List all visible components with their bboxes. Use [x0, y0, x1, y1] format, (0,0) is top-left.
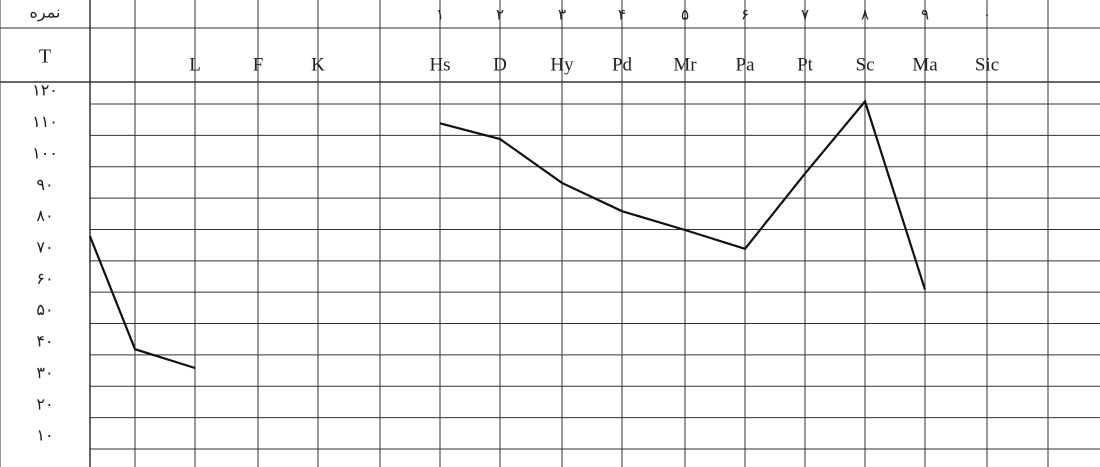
scale-number: ۹	[921, 7, 929, 23]
y-tick-label: ۲۰	[36, 396, 53, 413]
series-line	[439, 99, 927, 290]
x-tick-label: Sic	[975, 54, 999, 75]
scale-number: ۷	[801, 7, 809, 23]
scale-number: ۴	[618, 7, 626, 23]
y-tick-label: ۷۰	[36, 239, 53, 256]
y-tick-label: ۱۱۰	[32, 114, 58, 131]
y-tick-label: ۱۲۰	[32, 83, 58, 100]
y-tick-label: ۹۰	[36, 177, 53, 194]
y-tick-label: ۸۰	[36, 208, 53, 225]
scale-number: ۳	[558, 7, 566, 23]
y-tick-label: ۵۰	[36, 302, 53, 319]
y-tick-label: ۱۰۰	[32, 145, 58, 162]
y-tick-label: ۴۰	[36, 334, 53, 351]
y-label: T	[39, 46, 51, 68]
scale-number: ۸	[861, 7, 869, 23]
x-tick-label: Hs	[429, 54, 450, 75]
scale-number: ۵	[681, 7, 689, 23]
scale-number: ۱	[436, 7, 444, 23]
x-tick-label: Hy	[550, 54, 574, 75]
x-tick-label: L	[189, 54, 201, 75]
y-tick-label: ۳۰	[36, 365, 53, 382]
x-tick-label: Ma	[912, 54, 938, 75]
y-label-top: نمره	[30, 5, 61, 22]
y-tick-label: ۶۰	[36, 271, 53, 288]
y-tick-label: ۱۰	[36, 428, 53, 445]
x-tick-label: Pd	[612, 54, 633, 75]
scale-number: ۶	[741, 7, 749, 23]
series-line	[88, 235, 196, 370]
scale-number: ۲	[496, 7, 504, 23]
x-tick-label: D	[493, 54, 507, 75]
x-tick-label: F	[253, 54, 264, 75]
x-tick-label: K	[311, 54, 325, 75]
x-tick-label: Pa	[736, 54, 756, 75]
x-tick-label: Sc	[856, 54, 875, 75]
x-tick-label: Mr	[673, 54, 697, 75]
x-tick-label: Pt	[797, 54, 814, 75]
scale-number: ۰	[983, 7, 991, 23]
